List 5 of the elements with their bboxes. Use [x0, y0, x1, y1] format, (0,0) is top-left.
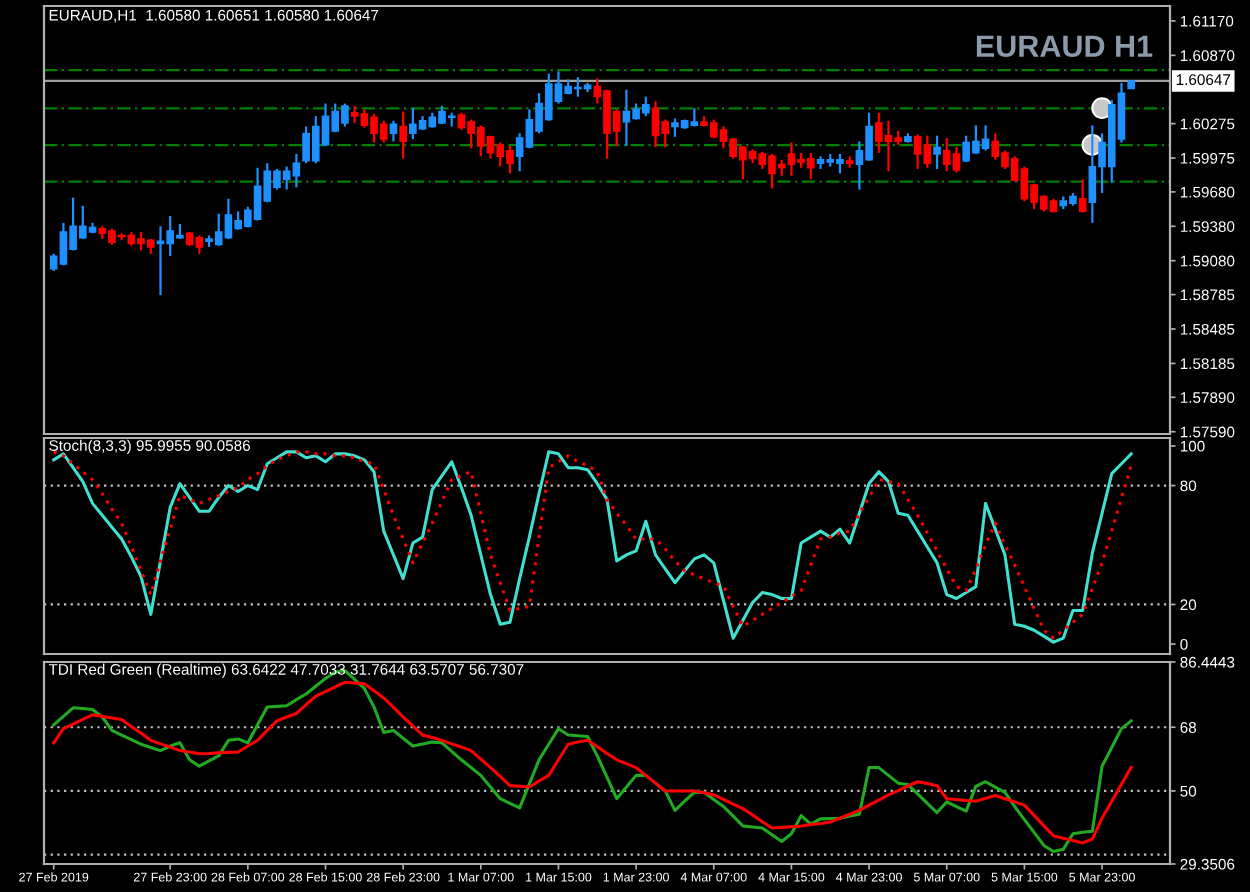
candlestick: [389, 119, 398, 143]
candlestick: [399, 110, 407, 160]
candlestick: [1078, 178, 1087, 214]
candlestick: [933, 134, 941, 171]
annotation: EURAUD H1: [976, 35, 1153, 57]
